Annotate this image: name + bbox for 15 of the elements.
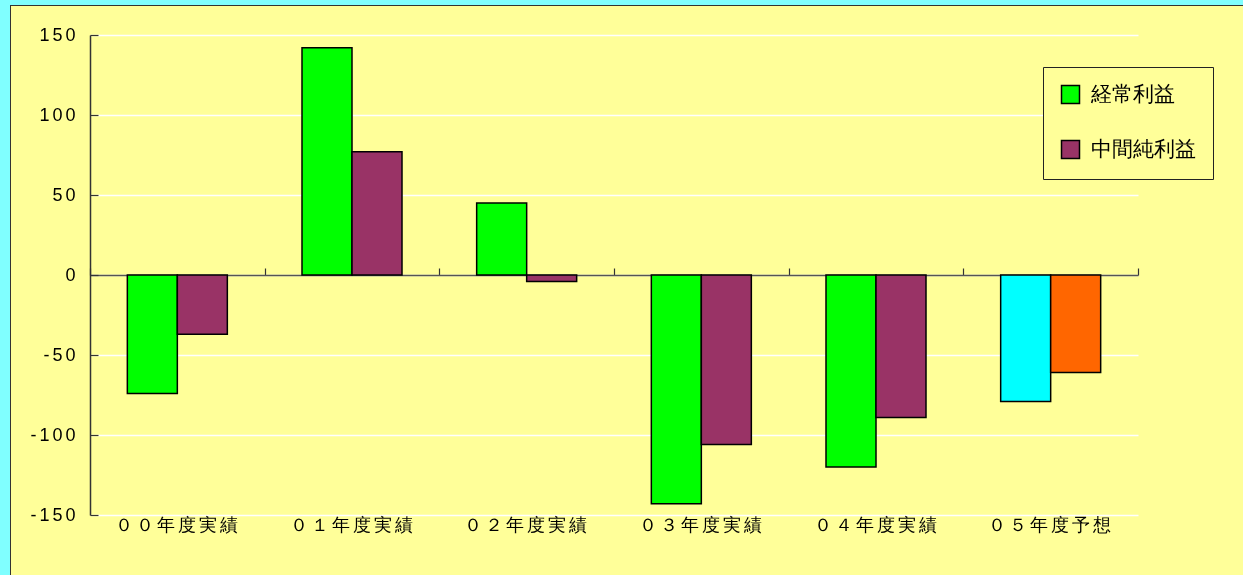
legend-label: 経常利益 bbox=[1090, 81, 1175, 105]
x-tick-label: ０１年度実績 bbox=[289, 514, 416, 535]
legend-label: 中間純利益 bbox=[1091, 136, 1196, 160]
y-tick-label: -100 bbox=[30, 424, 79, 445]
y-tick-label: 100 bbox=[39, 104, 79, 125]
y-tick-label: -50 bbox=[43, 344, 79, 365]
x-tick-label: ００年度実績 bbox=[114, 514, 241, 535]
y-tick-label: -150 bbox=[30, 504, 79, 525]
x-tick-label: ０５年度予想 bbox=[988, 514, 1115, 535]
x-tick-label: ０３年度実績 bbox=[638, 514, 765, 535]
y-tick-label: 150 bbox=[39, 24, 79, 45]
x-tick-label: ０４年度実績 bbox=[813, 514, 940, 535]
y-tick-label: 0 bbox=[65, 264, 79, 285]
y-tick-label: 50 bbox=[52, 184, 79, 205]
x-tick-label: ０２年度実績 bbox=[464, 514, 591, 535]
